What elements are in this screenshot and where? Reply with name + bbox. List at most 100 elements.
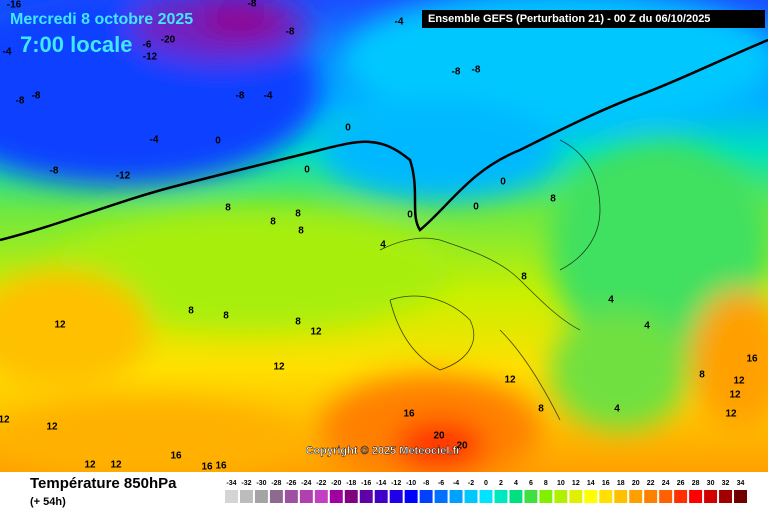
legend-swatch xyxy=(569,490,583,503)
color-legend: -34 -32 -30 -28 -26 -24 -22 -20 -18 -16 -14 -12 -10-… xyxy=(225,480,747,503)
contour-label: 4 xyxy=(380,240,386,251)
contour-label: 0 xyxy=(473,202,479,213)
contour-label: 12 xyxy=(310,327,322,338)
legend-label: -8 xyxy=(423,480,429,487)
legend-label: 30 xyxy=(707,480,715,487)
contour-label: -20 xyxy=(161,35,176,46)
legend-swatch xyxy=(644,490,658,503)
legend-label: 0 xyxy=(484,480,488,487)
footer-title: Température 850hPa xyxy=(30,475,177,492)
legend-label: 4 xyxy=(514,480,518,487)
contour-label: 20 xyxy=(456,441,468,452)
contour-label: 12 xyxy=(54,320,66,331)
legend-label: 22 xyxy=(647,480,655,487)
legend-swatch xyxy=(539,490,553,503)
contour-label: -8 xyxy=(248,0,257,10)
legend-swatch xyxy=(254,490,268,503)
legend-swatch xyxy=(524,490,538,503)
legend-label: -32 xyxy=(241,480,251,487)
contour-label: 12 xyxy=(273,362,285,373)
legend-label: 2 xyxy=(499,480,503,487)
contour-label: 16 xyxy=(215,461,227,472)
date: Mercredi 8 octobre 2025 xyxy=(10,11,193,28)
contour-label: 4 xyxy=(608,295,614,306)
contour-label: 8 xyxy=(298,226,304,237)
contour-label: -8 xyxy=(236,91,245,102)
contour-label: -8 xyxy=(472,65,481,76)
legend-label: -22 xyxy=(316,480,326,487)
legend-swatch xyxy=(704,490,718,503)
legend-label: -2 xyxy=(468,480,474,487)
model-info: Ensemble GEFS (Perturbation 21) - 00 Z d… xyxy=(428,13,710,25)
legend-swatch xyxy=(404,490,418,503)
contour-label: 8 xyxy=(699,370,705,381)
contour-label: -4 xyxy=(395,17,404,28)
contour-label: 8 xyxy=(225,203,231,214)
contour-label: -8 xyxy=(32,91,41,102)
legend-label: -34 xyxy=(226,480,236,487)
legend-swatch xyxy=(359,490,373,503)
legend-swatch xyxy=(284,490,298,503)
contour-label: 16 xyxy=(403,409,415,420)
legend-swatch xyxy=(434,490,448,503)
contour-label: -8 xyxy=(50,166,59,177)
legend-swatch xyxy=(629,490,643,503)
legend-swatch xyxy=(719,490,733,503)
contour-label: 8 xyxy=(188,306,194,317)
model-banner xyxy=(422,10,765,28)
legend-label: -6 xyxy=(438,480,444,487)
contour-label: 8 xyxy=(295,209,301,220)
legend-swatch xyxy=(674,490,688,503)
legend-swatch xyxy=(344,490,358,503)
contour-label: 8 xyxy=(295,317,301,328)
contour-label: -4 xyxy=(150,135,159,146)
zero-isotherm xyxy=(0,38,768,242)
contour-label: 8 xyxy=(270,217,276,228)
legend-label: 32 xyxy=(722,480,730,487)
contour-label: 0 xyxy=(215,136,221,147)
legend-swatch xyxy=(479,490,493,503)
legend-label: 12 xyxy=(572,480,580,487)
legend-label: 24 xyxy=(662,480,670,487)
contour-label: -8 xyxy=(286,27,295,38)
contour-label: -8 xyxy=(16,96,25,107)
legend-label: 16 xyxy=(602,480,610,487)
legend-swatch xyxy=(269,490,283,503)
legend-swatch xyxy=(554,490,568,503)
legend-label: -12 xyxy=(391,480,401,487)
legend-label: -10 xyxy=(406,480,416,487)
legend-label: -18 xyxy=(346,480,356,487)
contour-label: 12 xyxy=(729,390,741,401)
legend-label: 28 xyxy=(692,480,700,487)
contour-label: 12 xyxy=(110,460,122,471)
legend-label: 14 xyxy=(587,480,595,487)
contour-label: 12 xyxy=(0,415,10,426)
legend-swatch xyxy=(449,490,463,503)
legend-label: 6 xyxy=(529,480,533,487)
map-area: -16 -8-4-8-20-6-12-4-8-8 -8 -4-8 -80-4 0-8 -12… xyxy=(0,0,768,472)
legend-swatch xyxy=(614,490,628,503)
legend-swatch xyxy=(314,490,328,503)
legend-swatch xyxy=(419,490,433,503)
contour-label: -6 xyxy=(143,40,152,51)
legend-swatch xyxy=(225,490,238,503)
contour-label: 8 xyxy=(538,404,544,415)
legend-swatch xyxy=(389,490,403,503)
contour-label: 12 xyxy=(84,460,96,471)
legend-swatch xyxy=(509,490,523,503)
legend-swatch xyxy=(584,490,598,503)
contour-label: 12 xyxy=(46,422,58,433)
time: 7:00 locale xyxy=(20,32,133,57)
legend-swatch xyxy=(659,490,673,503)
copyright: Copyright © 2025 Meteociel.fr xyxy=(306,445,462,457)
legend-swatch xyxy=(374,490,388,503)
legend-swatch xyxy=(734,490,747,503)
legend-swatch xyxy=(464,490,478,503)
contour-label: 0 xyxy=(345,123,351,134)
legend-swatch xyxy=(494,490,508,503)
contour-label: 0 xyxy=(407,210,413,221)
contour-label: -12 xyxy=(143,52,158,63)
legend-label: 10 xyxy=(557,480,565,487)
contour-label: -16 xyxy=(7,0,22,11)
